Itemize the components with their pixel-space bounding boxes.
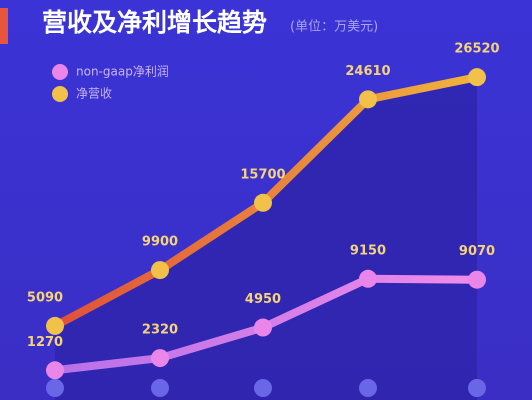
- legend-marker: [52, 86, 68, 102]
- area-shade: [55, 77, 477, 400]
- data-point: [151, 261, 169, 280]
- title-accent: [0, 8, 8, 44]
- legend-label: 净营收: [76, 87, 112, 101]
- x-category-dot: [468, 379, 486, 397]
- data-point: [468, 68, 486, 87]
- data-label: 15700: [240, 167, 285, 182]
- x-category-dot: [254, 379, 272, 397]
- data-label: 9900: [142, 235, 178, 250]
- data-point: [359, 269, 377, 288]
- data-point: [46, 316, 64, 335]
- data-point: [254, 318, 272, 337]
- chart-subtitle: (单位：万美元): [290, 20, 378, 35]
- data-point: [151, 349, 169, 368]
- data-label: 9150: [350, 243, 386, 258]
- chart-title: 营收及净利增长趋势: [42, 8, 267, 37]
- data-label: 2320: [142, 323, 178, 338]
- data-point: [254, 193, 272, 212]
- data-label: 4950: [245, 292, 281, 307]
- legend-label: non-gaap净利润: [76, 65, 169, 79]
- x-category-dot: [46, 379, 64, 397]
- data-point: [468, 270, 486, 289]
- legend-marker: [52, 64, 68, 80]
- data-label: 24610: [345, 64, 390, 79]
- x-category-dot: [359, 379, 377, 397]
- data-label: 9070: [459, 244, 495, 259]
- data-point: [359, 90, 377, 109]
- x-category-dot: [151, 379, 169, 397]
- data-label: 5090: [27, 290, 63, 305]
- data-label: 1270: [27, 335, 63, 350]
- data-point: [46, 361, 64, 380]
- data-label: 26520: [454, 42, 499, 57]
